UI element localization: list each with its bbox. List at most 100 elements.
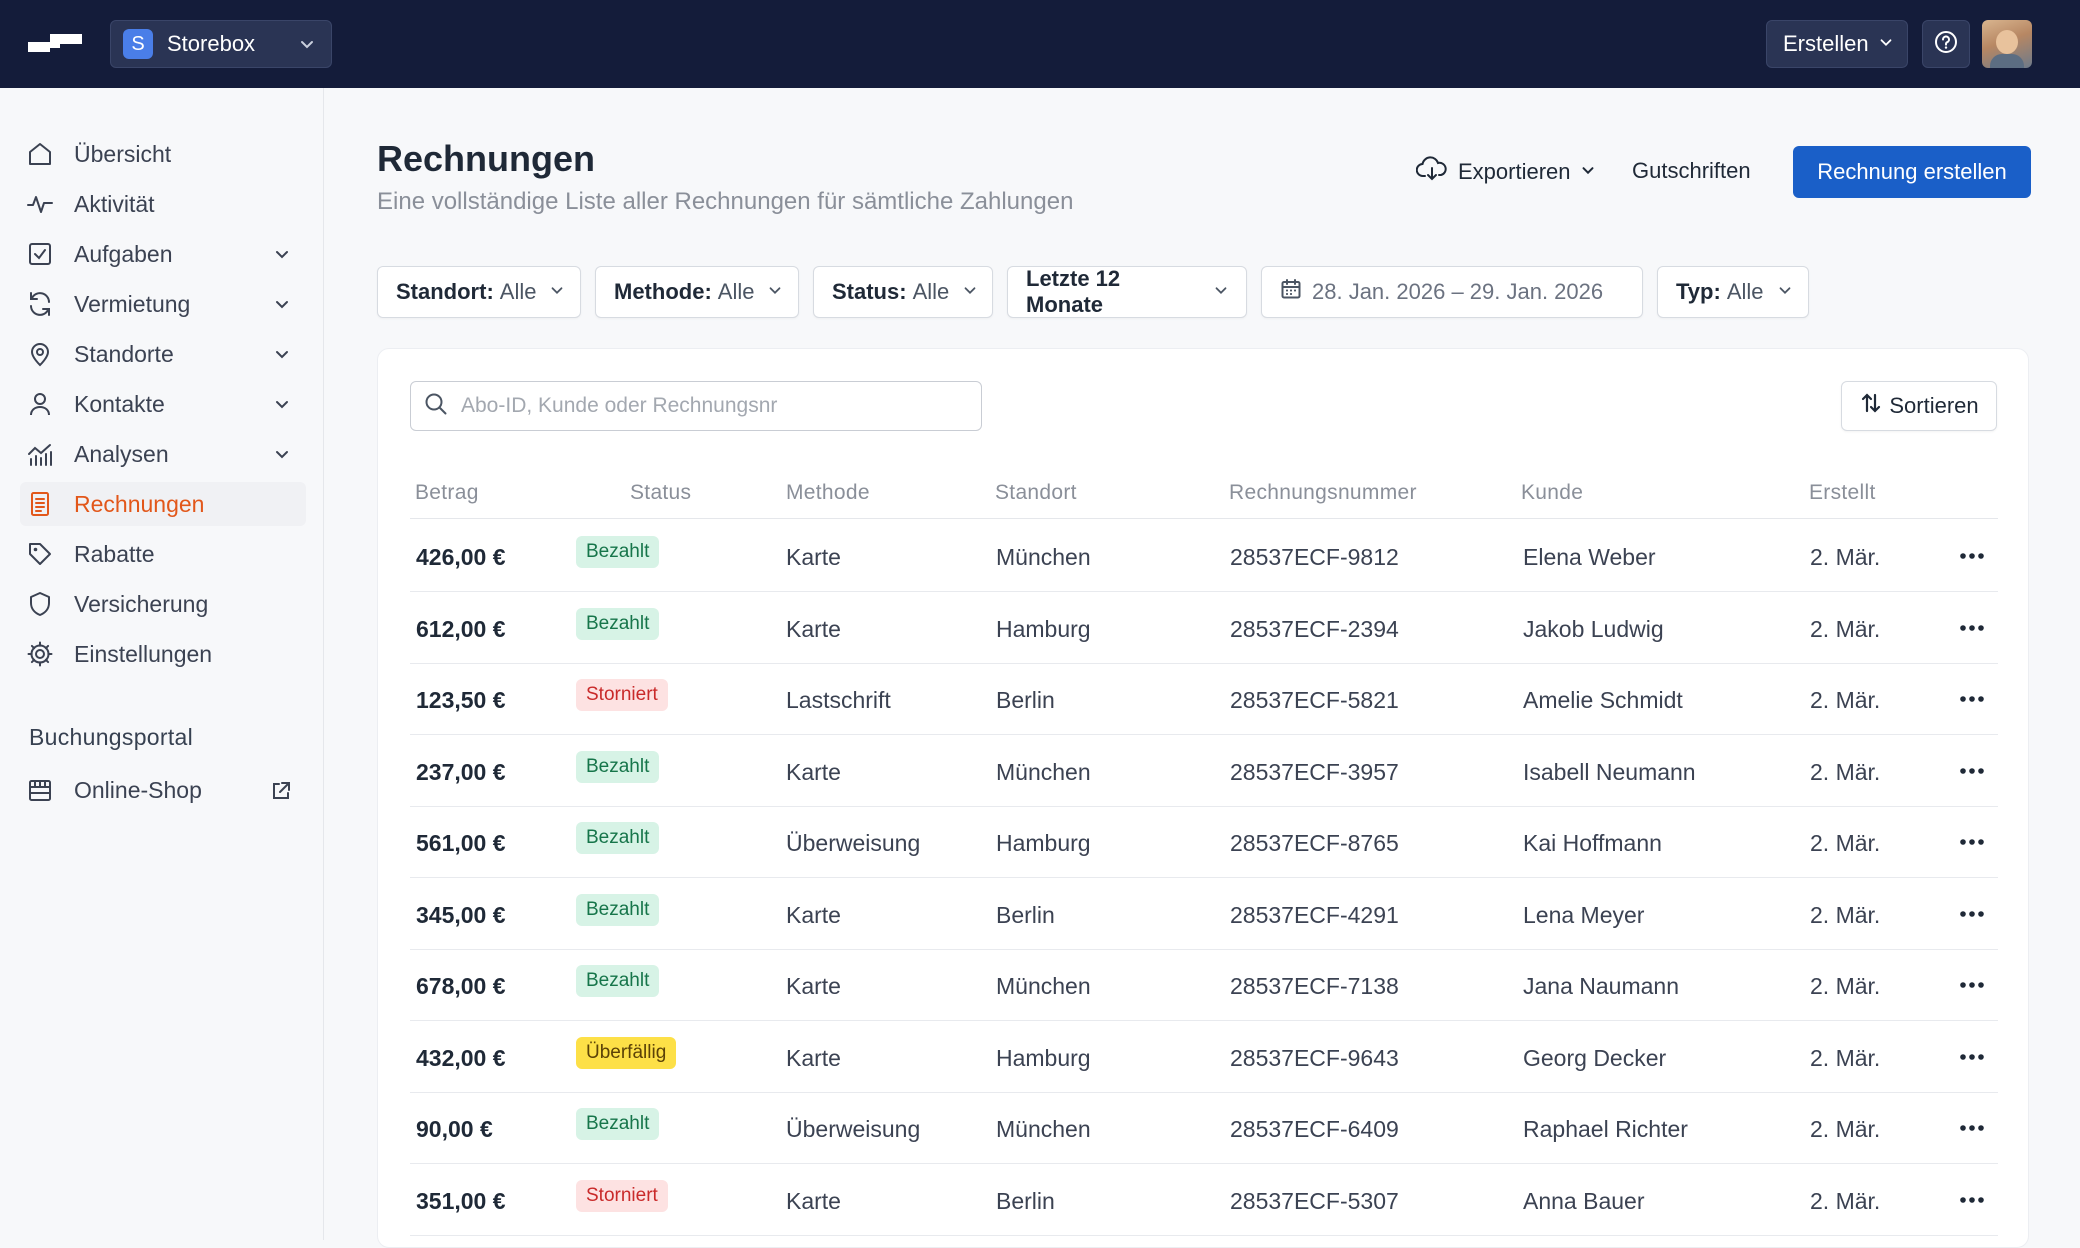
table-row[interactable]: 612,00 € Karte Hamburg 28537ECF-2394 Jakob L… [410,592,1998,664]
cell-customer: Anna Bauer [1523,1187,1645,1214]
sidebar-item-label: Analysen [74,440,169,467]
cell-created: 2. Mär. [1810,830,1881,856]
more-actions-icon[interactable] [1954,1043,1990,1071]
cell-amount: 237,00 € [416,758,506,785]
status-badge: Storniert [576,1179,668,1212]
cell-created: 2. Mär. [1810,687,1881,713]
sidebar-item-label: Vermietung [74,290,191,317]
cell-customer: Jakob Ludwig [1523,615,1664,642]
more-actions-icon[interactable] [1954,685,1990,713]
column-header-created[interactable]: Erstellt [1809,481,1876,504]
page-subtitle: Eine vollständige Liste aller Rechnungen… [377,188,1074,215]
cell-amount: 345,00 € [416,901,506,928]
cell-customer: Raphael Richter [1523,1116,1688,1142]
export-button[interactable]: Exportieren [1415,156,1597,188]
column-header-customer[interactable]: Kunde [1521,481,1584,504]
sidebar-item-rentals[interactable]: Vermietung [20,282,306,326]
cell-method: Karte [786,758,841,785]
table-row[interactable]: 351,00 € Karte Berlin 28537ECF-5307 Anna Bau… [410,1164,1998,1236]
create-button[interactable]: Erstellen [1766,20,1908,68]
cell-location: München [996,758,1091,785]
status-badge: Bezahlt [576,750,660,783]
cell-amount: 426,00 € [416,544,506,570]
user-avatar[interactable] [1982,20,2032,68]
chevron-down-icon[interactable] [272,294,292,319]
search-icon [423,391,449,422]
sidebar-item-insurance[interactable]: Versicherung [20,582,306,626]
calendar-icon [1280,278,1302,306]
sidebar-item-discounts[interactable]: Rabatte [20,532,306,576]
more-actions-icon[interactable] [1954,542,1990,570]
cell-invoice-number: 28537ECF-4291 [1230,901,1399,928]
cell-amount: 678,00 € [416,973,506,999]
chevron-down-icon[interactable] [272,444,292,469]
cell-amount: 90,00 € [416,1116,493,1142]
cell-customer: Amelie Schmidt [1523,687,1683,713]
section-title-booking-portal: Buchungsportal [29,724,194,750]
sidebar-item-analytics[interactable]: Analysen [20,432,306,476]
column-header-invoice-number[interactable]: Rechnungsnummer [1229,481,1417,504]
column-header-status[interactable]: Status [630,481,692,504]
sidebar-item-locations[interactable]: Standorte [20,332,306,376]
status-badge: Überfällig [576,1036,677,1069]
user-icon [18,390,62,418]
sidebar-item-online-shop[interactable]: Online-Shop [20,768,306,812]
filter-date-range[interactable]: 28. Jan. 2026 – 29. Jan. 2026 [1261,266,1643,318]
filter-period-label: Letzte 12 Monate [1026,266,1121,317]
sidebar-item-contacts[interactable]: Kontakte [20,382,306,426]
cell-invoice-number: 28537ECF-8765 [1230,830,1399,856]
sidebar-item-settings[interactable]: Einstellungen [20,632,306,676]
table-row[interactable]: 237,00 € Karte München 28537ECF-3957 Isabell… [410,735,1998,807]
sort-button[interactable]: Sortieren [1841,381,1997,431]
store-switcher[interactable]: S Storebox [110,20,332,68]
chevron-down-icon [961,279,979,305]
cell-method: Karte [786,544,841,570]
cell-location: Hamburg [996,1044,1091,1071]
more-actions-icon[interactable] [1954,1186,1990,1214]
filter-location[interactable]: Standort: Alle [377,266,581,318]
more-actions-icon[interactable] [1954,757,1990,785]
table-row[interactable]: 123,50 € Lastschrift Berlin 28537ECF-5821 Am… [410,663,1998,735]
cell-amount: 432,00 € [416,1044,506,1071]
table-row[interactable]: 90,00 € Überweisung München 28537ECF-6409 Ra… [410,1092,1998,1164]
chevron-down-icon [1579,159,1597,185]
external-link-icon[interactable] [270,780,292,807]
table-row[interactable]: 678,00 € Karte München 28537ECF-7138 Jana Na… [410,949,1998,1021]
create-invoice-button[interactable]: Rechnung erstellen [1793,146,2031,198]
help-button[interactable] [1922,20,1970,68]
sidebar-item-overview[interactable]: Übersicht [20,132,306,176]
search-input[interactable] [461,394,961,418]
table-row[interactable]: 426,00 € Karte München 28537ECF-9812 Elena W… [410,520,1998,592]
table-row[interactable]: 561,00 € Überweisung Hamburg 28537ECF-8765 K… [410,806,1998,878]
shield-icon [18,590,62,618]
more-actions-icon[interactable] [1954,900,1990,928]
search-field[interactable] [410,381,982,431]
table-row[interactable]: 345,00 € Karte Berlin 28537ECF-4291 Lena Mey… [410,878,1998,950]
more-actions-icon[interactable] [1954,1114,1990,1142]
filter-method[interactable]: Methode: Alle [595,266,799,318]
cell-invoice-number: 28537ECF-9643 [1230,1044,1399,1071]
app-logo-icon[interactable] [28,30,82,60]
cell-created: 2. Mär. [1810,615,1881,642]
more-actions-icon[interactable] [1954,614,1990,642]
checkbox-icon [18,240,62,268]
column-header-method[interactable]: Methode [786,481,870,504]
table-row[interactable]: 432,00 € Karte Hamburg 28537ECF-9643 Georg D… [410,1021,1998,1093]
column-header-location[interactable]: Standort [995,481,1077,504]
chevron-down-icon[interactable] [272,244,292,269]
column-header-amount[interactable]: Betrag [415,481,479,504]
filter-status[interactable]: Status: Alle [813,266,993,318]
sidebar-item-invoices[interactable]: Rechnungen [20,482,306,526]
sidebar-item-activity[interactable]: Aktivität [20,182,306,226]
filter-period[interactable]: Letzte 12 Monate [1007,266,1247,318]
activity-icon [18,190,62,218]
chevron-down-icon[interactable] [272,344,292,369]
more-actions-icon[interactable] [1954,971,1990,999]
filter-type[interactable]: Typ: Alle [1657,266,1809,318]
sidebar-item-label: Rabatte [74,540,155,567]
more-actions-icon[interactable] [1954,828,1990,856]
chevron-down-icon[interactable] [272,394,292,419]
sidebar-item-tasks[interactable]: Aufgaben [20,232,306,276]
credit-notes-link[interactable]: Gutschriften [1632,158,1751,183]
cell-created: 2. Mär. [1810,1116,1881,1142]
